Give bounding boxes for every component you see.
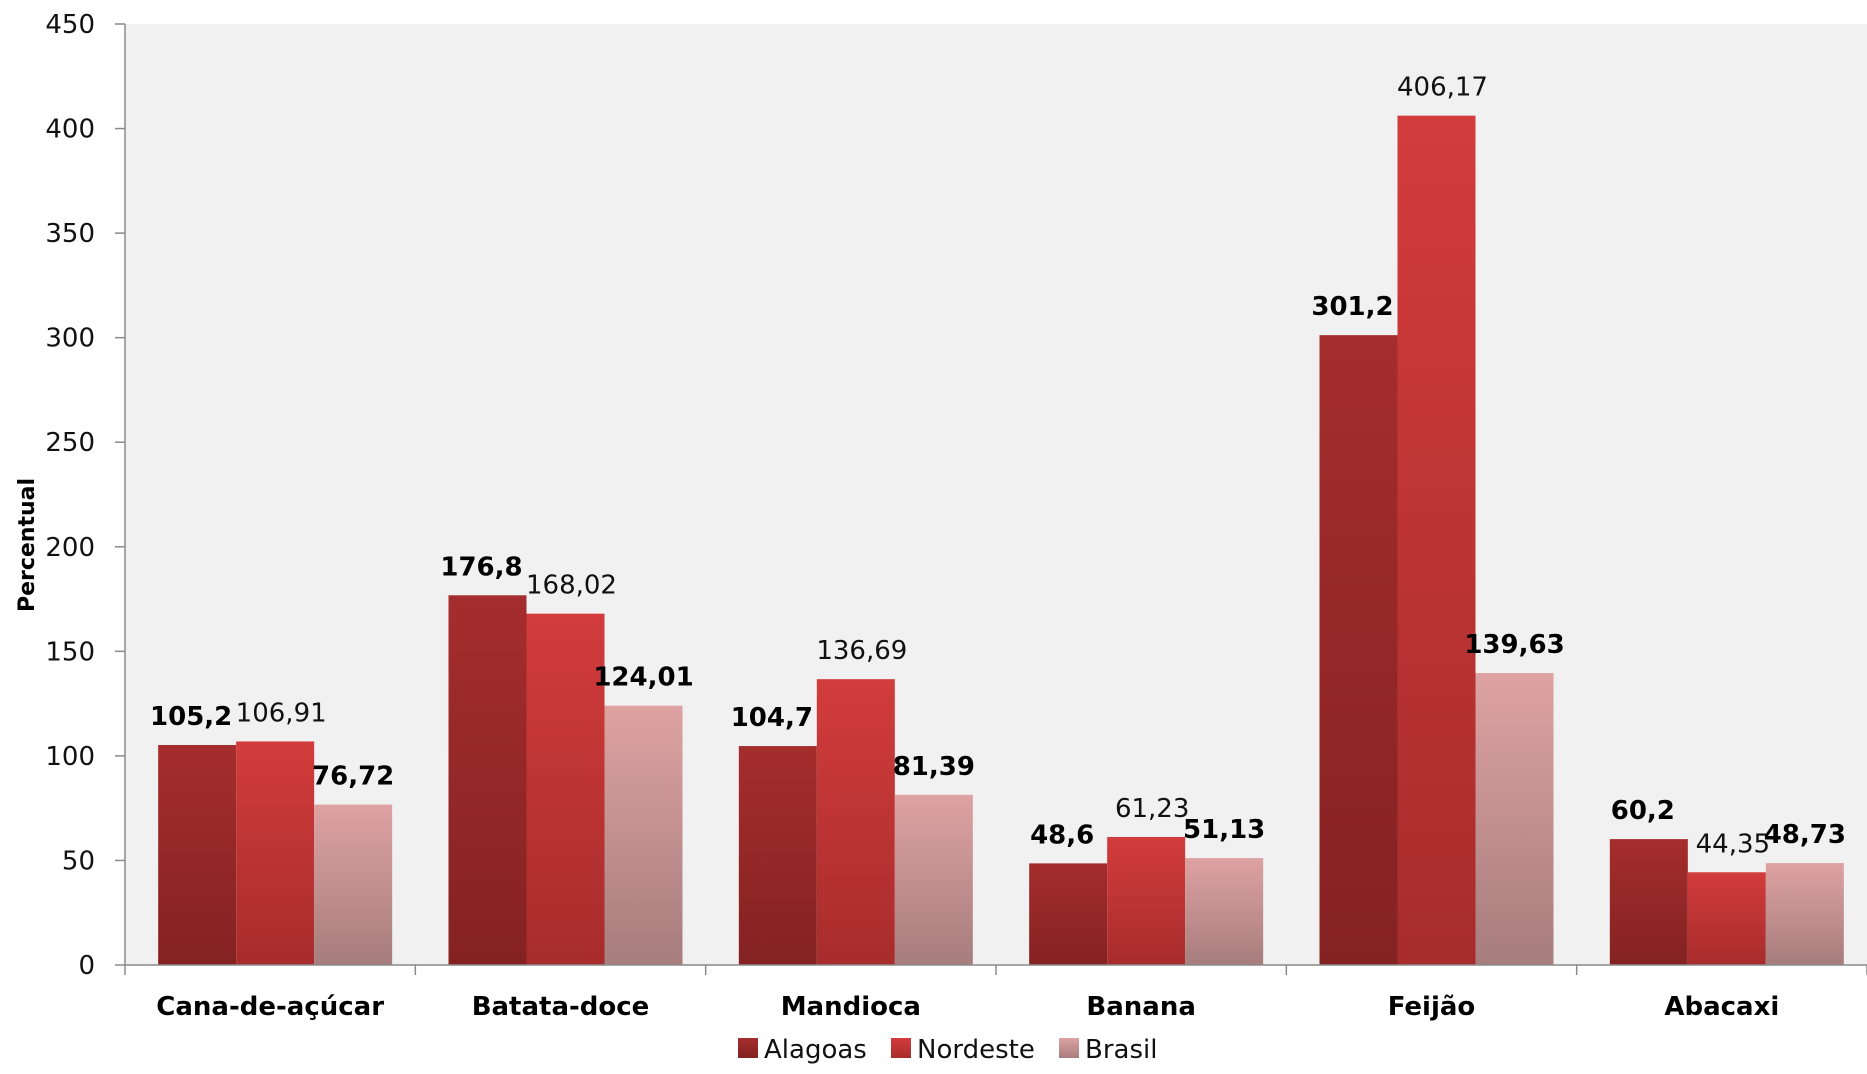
y-tick-label: 250 bbox=[45, 428, 95, 458]
bar-alagoas bbox=[448, 595, 527, 965]
legend: Alagoas Nordeste Brasil bbox=[738, 1035, 1157, 1065]
y-tick-label: 350 bbox=[45, 219, 95, 249]
y-tick-label: 0 bbox=[78, 951, 95, 981]
data-label: 105,2 bbox=[150, 702, 232, 732]
bar-brasil bbox=[1765, 863, 1844, 965]
x-category-label: Feijão bbox=[1388, 992, 1476, 1022]
bar-alagoas bbox=[1319, 335, 1398, 965]
data-label: 301,2 bbox=[1311, 292, 1393, 322]
y-tick-label: 100 bbox=[45, 742, 95, 772]
legend-swatch bbox=[1059, 1038, 1079, 1058]
x-category-label: Abacaxi bbox=[1664, 992, 1779, 1022]
x-category-label: Banana bbox=[1086, 992, 1195, 1022]
legend-label: Alagoas bbox=[764, 1035, 867, 1065]
data-label: 104,7 bbox=[731, 703, 813, 733]
legend-swatch bbox=[738, 1038, 758, 1058]
data-label: 48,73 bbox=[1764, 820, 1846, 850]
bar-alagoas bbox=[738, 746, 817, 965]
y-tick-label: 450 bbox=[45, 10, 95, 40]
x-category-label: Cana-de-açúcar bbox=[156, 992, 384, 1022]
bar-brasil bbox=[604, 705, 683, 965]
y-axis-title: Percentual bbox=[15, 478, 40, 612]
data-label: 139,63 bbox=[1464, 630, 1564, 660]
data-label: 51,13 bbox=[1183, 815, 1265, 845]
bar-brasil bbox=[1185, 858, 1264, 965]
bars bbox=[158, 115, 1844, 966]
bar-brasil bbox=[894, 794, 973, 965]
y-tick-label: 200 bbox=[45, 533, 95, 563]
data-label: 406,17 bbox=[1397, 73, 1488, 103]
data-label: 176,8 bbox=[440, 552, 522, 582]
bar-brasil bbox=[1475, 673, 1554, 965]
x-category-label: Mandioca bbox=[781, 992, 921, 1022]
bar-alagoas bbox=[158, 745, 237, 965]
legend-swatch bbox=[891, 1038, 911, 1058]
x-category-label: Batata-doce bbox=[472, 992, 650, 1022]
data-label: 61,23 bbox=[1115, 794, 1189, 824]
y-axis: 0 50 100 150 200 250 300 350 400 450 bbox=[45, 10, 126, 981]
data-label: 168,02 bbox=[526, 571, 617, 601]
x-axis: Cana-de-açúcar Batata-doce Mandioca Banana F… bbox=[124, 964, 1867, 1022]
legend-label: Nordeste bbox=[917, 1035, 1035, 1065]
y-tick-label: 50 bbox=[62, 846, 95, 876]
data-label: 48,6 bbox=[1030, 820, 1094, 850]
bar-brasil bbox=[314, 804, 393, 965]
bar-alagoas bbox=[1609, 839, 1688, 965]
bar-nordeste bbox=[236, 741, 315, 965]
y-tick-label: 400 bbox=[45, 115, 95, 145]
bar-nordeste bbox=[1687, 872, 1766, 965]
data-label: 76,72 bbox=[312, 762, 394, 792]
data-label: 81,39 bbox=[893, 752, 975, 782]
y-tick-label: 150 bbox=[45, 637, 95, 667]
bar-nordeste bbox=[526, 613, 605, 965]
plot-area bbox=[125, 24, 1867, 965]
legend-label: Brasil bbox=[1085, 1035, 1157, 1065]
bar-nordeste bbox=[1107, 836, 1186, 965]
bar-nordeste bbox=[1397, 115, 1476, 966]
data-label: 136,69 bbox=[816, 636, 907, 666]
data-label: 106,91 bbox=[236, 698, 327, 728]
data-label: 60,2 bbox=[1611, 796, 1675, 826]
y-tick-label: 300 bbox=[45, 324, 95, 354]
data-label: 124,01 bbox=[593, 663, 693, 693]
data-label: 44,35 bbox=[1696, 829, 1770, 859]
bar-nordeste bbox=[816, 679, 895, 965]
bar-alagoas bbox=[1029, 863, 1108, 965]
